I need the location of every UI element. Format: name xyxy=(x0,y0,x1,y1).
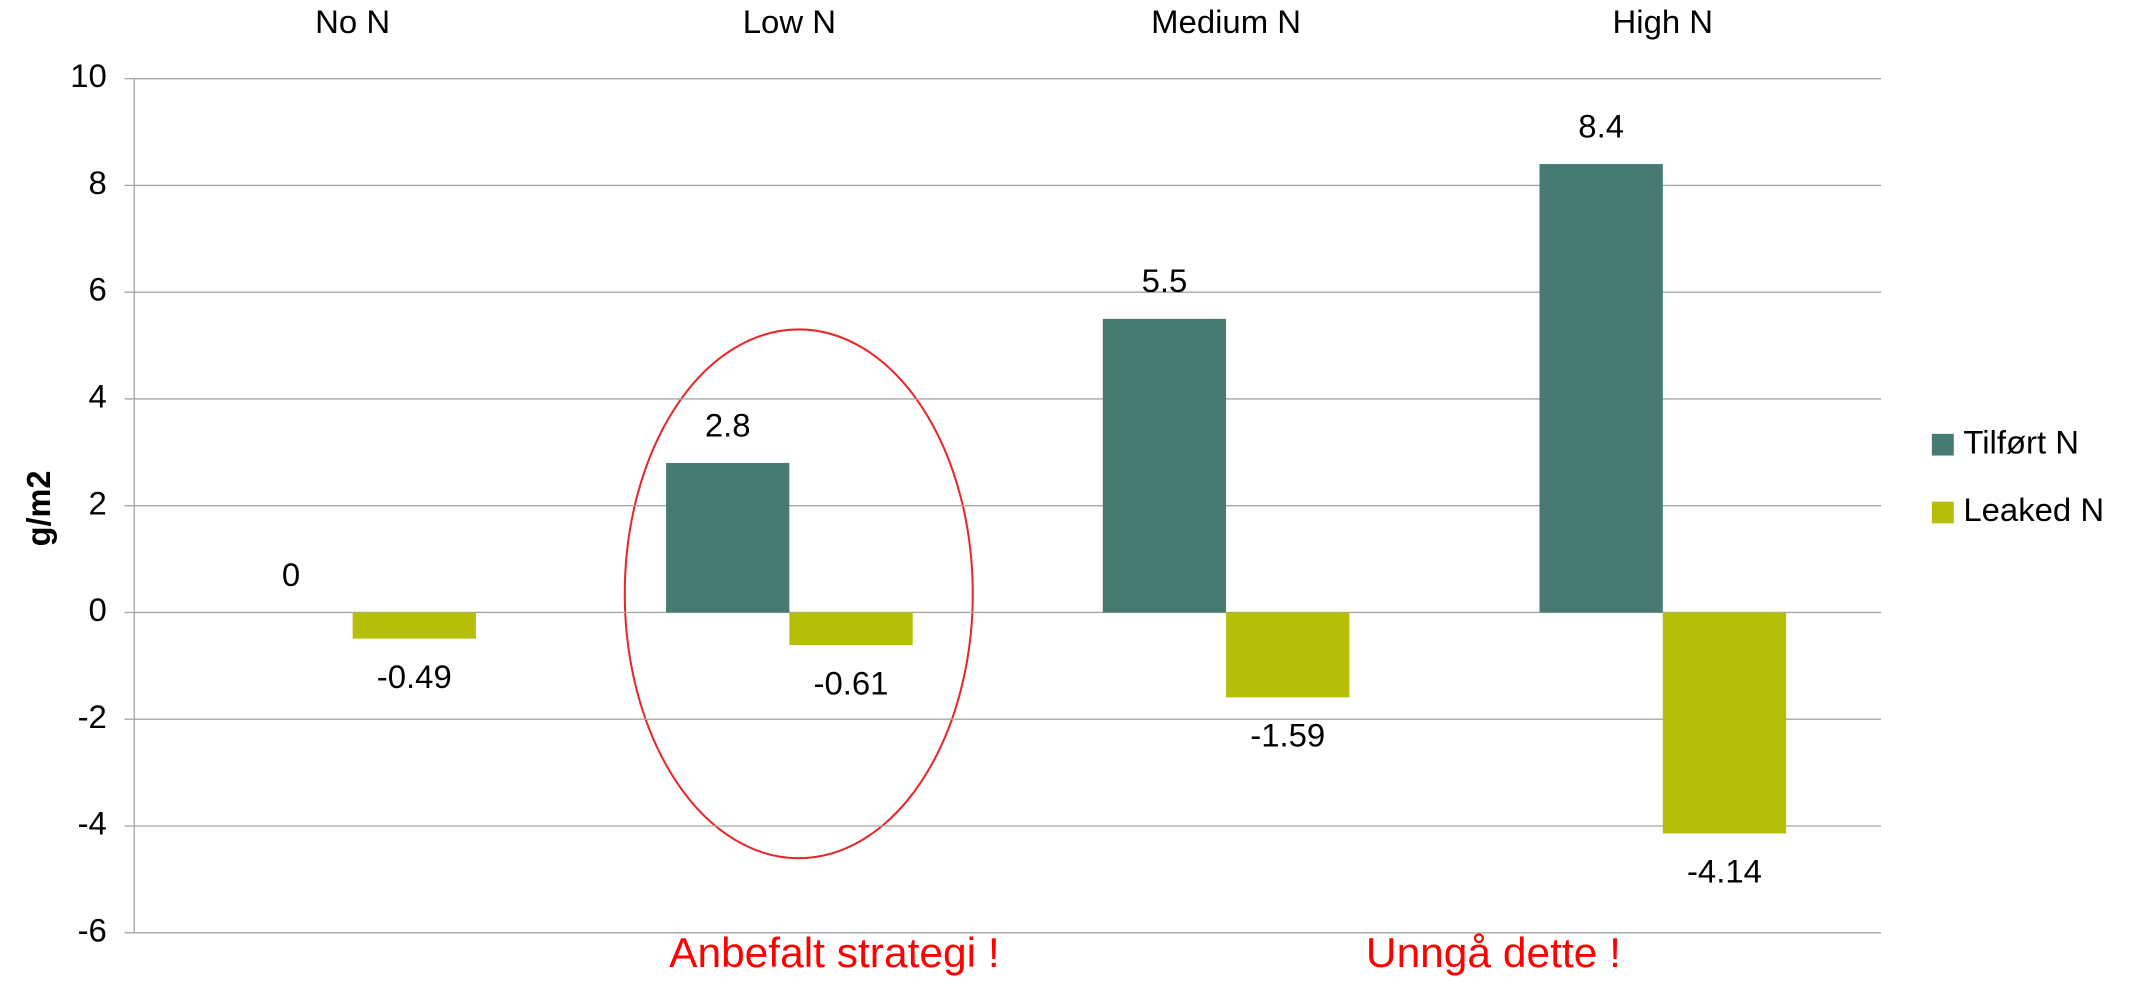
y-tick-label: 4 xyxy=(89,378,107,415)
y-tick-label: -6 xyxy=(78,912,107,949)
category-label: High N xyxy=(1613,3,1713,40)
category-label: No N xyxy=(315,3,390,40)
category-label: Low N xyxy=(743,3,836,40)
data-label: 5.5 xyxy=(1142,262,1188,299)
legend-swatch xyxy=(1931,433,1954,456)
bar xyxy=(1226,612,1350,698)
y-tick-label: -2 xyxy=(78,698,107,735)
bar xyxy=(352,612,476,639)
y-tick-label: 6 xyxy=(89,271,107,308)
data-label: -0.49 xyxy=(377,658,452,695)
category-label: Medium N xyxy=(1151,3,1301,40)
y-tick-label: 2 xyxy=(89,484,107,521)
data-label: -1.59 xyxy=(1250,717,1325,754)
y-axis-label: g/m2 xyxy=(20,470,57,546)
bar xyxy=(666,462,790,613)
data-label: 2.8 xyxy=(705,406,751,443)
legend-label: Leaked N xyxy=(1963,491,2104,528)
data-label: 8.4 xyxy=(1578,108,1624,145)
annotation: Unngå dette ! xyxy=(1366,929,1621,976)
y-tick-label: 8 xyxy=(89,164,107,201)
highlight-ellipse xyxy=(623,328,974,860)
y-tick-label: 10 xyxy=(70,57,107,94)
bar xyxy=(1102,318,1227,613)
data-label: 0 xyxy=(282,556,300,593)
annotation: Anbefalt strategi ! xyxy=(669,929,1000,976)
bar xyxy=(1539,164,1663,613)
legend-label: Tilført N xyxy=(1963,423,2079,460)
data-label: -4.14 xyxy=(1687,853,1762,890)
data-label: -0.61 xyxy=(814,664,889,701)
legend-swatch xyxy=(1931,501,1954,524)
y-tick-label: -4 xyxy=(78,805,107,842)
y-tick-label: 0 xyxy=(89,591,107,628)
bar xyxy=(789,612,913,646)
bar xyxy=(1662,612,1787,834)
